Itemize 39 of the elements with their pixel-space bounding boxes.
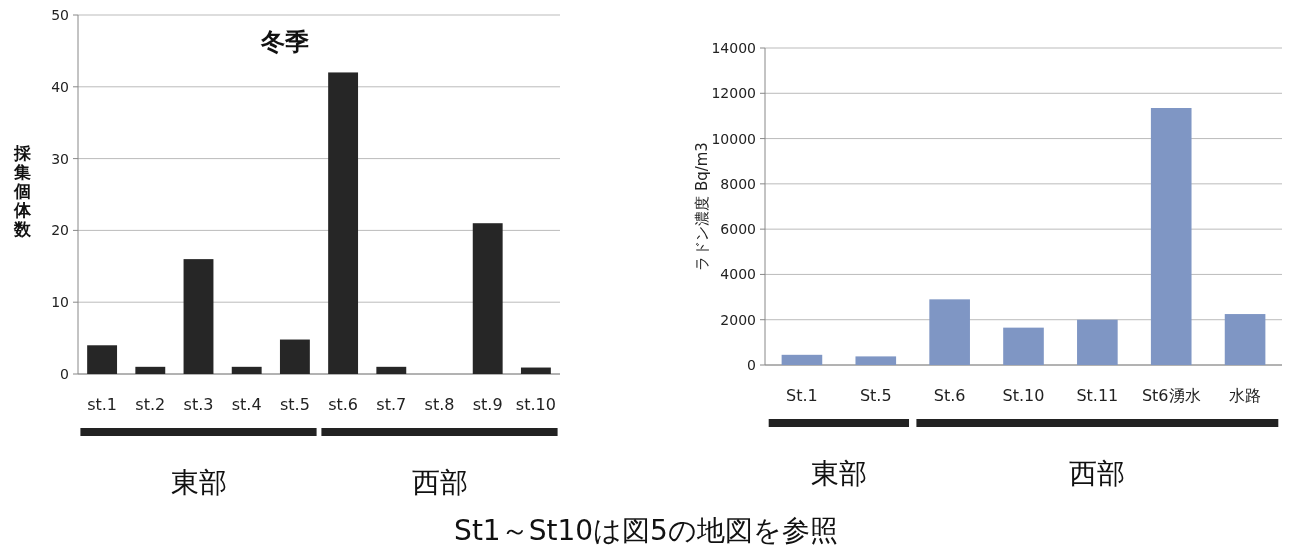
x-tick-label: St.11 — [1076, 386, 1119, 405]
x-tick-label: St.1 — [786, 386, 818, 405]
text: St1～St10は図5の地図を参照 — [454, 514, 838, 547]
x-tick-label: st.9 — [472, 395, 503, 414]
text: 西部 — [1069, 457, 1126, 490]
x-tick-label: st.1 — [87, 395, 118, 414]
x-tick-label: 水路 — [1229, 386, 1262, 405]
y-axis-title: 採集個体数 — [12, 142, 32, 239]
x-tick-label: st.8 — [424, 395, 455, 414]
x-tick-label: St.5 — [859, 386, 892, 405]
x-tick-label: st.6 — [328, 395, 359, 414]
x-tick-label: St6湧水 — [1141, 386, 1201, 405]
y-tick-label: 10 — [51, 294, 69, 311]
y-tick-label: 20 — [51, 222, 69, 239]
y-tick-label: 4000 — [720, 266, 756, 283]
y-tick-label: 30 — [51, 150, 69, 167]
y-axis-title: ラドン濃度 Bq/m3 — [693, 142, 711, 271]
y-tick-label: 12000 — [711, 85, 756, 102]
text: 東部 — [170, 466, 227, 499]
text: 冬季 — [260, 28, 310, 56]
y-tick-label: 10000 — [711, 130, 756, 147]
x-tick-label: st.7 — [376, 395, 407, 414]
text: 東部 — [810, 457, 867, 490]
y-tick-label: 14000 — [711, 40, 756, 56]
y-tick-label: 50 — [51, 7, 69, 23]
y-tick-label: 40 — [51, 78, 69, 95]
x-tick-label: St.10 — [1002, 386, 1045, 405]
x-tick-label: st.2 — [135, 395, 166, 414]
x-tick-label: st.3 — [183, 395, 214, 414]
x-tick-label: st.5 — [279, 395, 310, 414]
text: 西部 — [411, 466, 468, 499]
y-tick-label: 8000 — [720, 175, 756, 192]
x-tick-label: st.10 — [515, 395, 556, 414]
y-tick-label: 0 — [60, 366, 69, 382]
y-tick-label: 2000 — [720, 311, 756, 328]
y-tick-label: 6000 — [720, 221, 756, 238]
x-tick-label: st.4 — [231, 395, 262, 414]
y-tick-label: 0 — [747, 357, 756, 373]
x-tick-label: St.6 — [933, 386, 966, 405]
